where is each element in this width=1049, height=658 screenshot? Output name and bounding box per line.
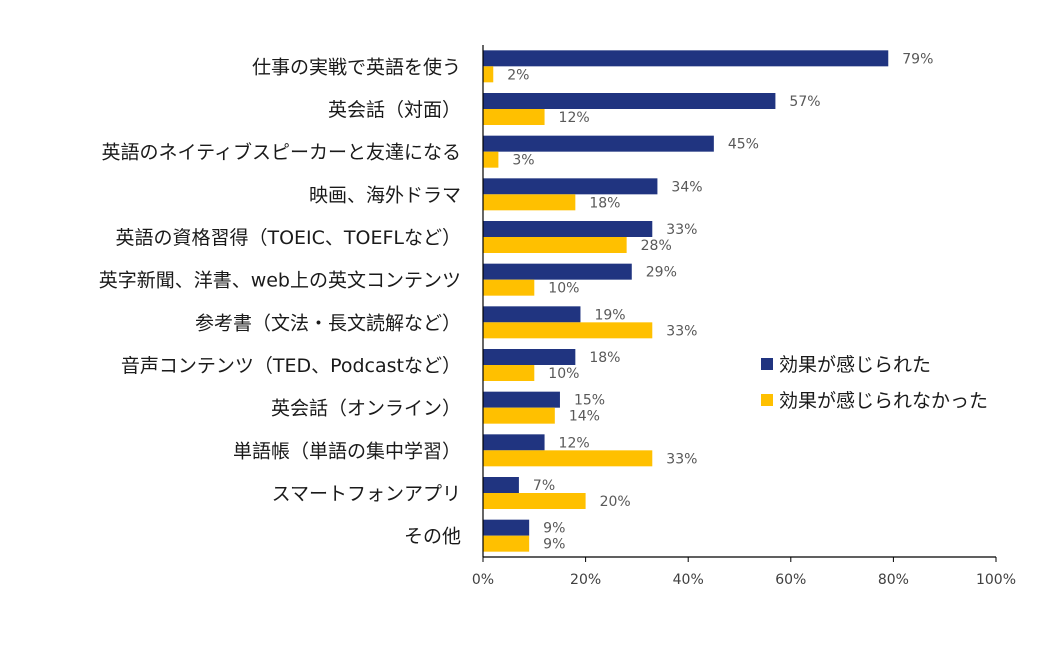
x-tick-label: 80% — [878, 572, 909, 588]
bar-series-0 — [483, 519, 530, 536]
bar-series-0 — [483, 434, 545, 451]
category-label: その他 — [404, 526, 461, 548]
bar-series-1 — [483, 450, 653, 467]
bar-series-0 — [483, 93, 776, 109]
value-label-series-0: 79% — [902, 51, 933, 67]
category-label: 英会話（対面） — [328, 99, 461, 121]
bar-series-1 — [483, 493, 586, 509]
value-label-series-1: 28% — [641, 238, 672, 254]
value-label-series-0: 15% — [574, 393, 605, 409]
value-label-series-1: 10% — [548, 366, 579, 382]
value-label-series-1: 33% — [666, 451, 697, 467]
bar-series-0 — [483, 178, 658, 195]
value-label-series-0: 57% — [789, 94, 820, 110]
value-label-series-1: 3% — [512, 153, 534, 169]
category-label: 参考書（文法・長文読解など） — [195, 312, 461, 334]
bar-series-1 — [483, 237, 627, 253]
bar-series-1 — [483, 322, 653, 339]
value-label-series-0: 9% — [543, 521, 565, 537]
category-label: 英語の資格習得（TOEIC、TOEFLなど） — [115, 227, 461, 249]
bar-series-1 — [483, 109, 545, 125]
bar-series-0 — [483, 135, 714, 152]
value-label-series-1: 9% — [543, 537, 565, 553]
value-labels-group: 79%2%57%12%45%3%34%18%33%28%29%10%19%33%… — [507, 51, 933, 552]
x-tick-label: 0% — [472, 572, 494, 588]
bar-series-0 — [483, 306, 581, 323]
bar-series-1 — [483, 407, 555, 424]
bar-series-1 — [483, 535, 530, 552]
bars-group — [483, 50, 889, 552]
x-ticks-group: 0% 20% 40% 60% 80% 100% — [472, 557, 1016, 588]
category-label: 音声コンテンツ（TED、Podcastなど） — [121, 355, 461, 377]
legend-swatch-series-0 — [761, 358, 773, 370]
category-label: 単語帳（単語の集中学習） — [233, 440, 461, 462]
bar-series-1 — [483, 365, 535, 381]
bar-series-1 — [483, 279, 535, 296]
bar-series-0 — [483, 391, 560, 408]
value-label-series-0: 34% — [671, 179, 702, 195]
value-label-series-1: 2% — [507, 67, 529, 83]
value-label-series-0: 12% — [559, 435, 590, 451]
x-tick-label: 100% — [976, 572, 1016, 588]
value-label-series-0: 7% — [533, 478, 555, 494]
bar-series-1 — [483, 194, 576, 211]
bar-series-1 — [483, 151, 499, 168]
category-label: 英字新聞、洋書、web上の英文コンテンツ — [99, 270, 461, 292]
value-label-series-0: 18% — [589, 350, 620, 366]
legend: 効果が感じられた 効果が感じられなかった — [761, 354, 988, 412]
value-label-series-1: 10% — [548, 281, 579, 297]
value-label-series-1: 12% — [559, 110, 590, 126]
category-label: スマートフォンアプリ — [272, 483, 461, 505]
bar-series-1 — [483, 66, 494, 83]
bar-series-0 — [483, 221, 653, 237]
value-label-series-1: 20% — [600, 494, 631, 510]
category-label: 映画、海外ドラマ — [309, 184, 461, 206]
axes-group — [482, 45, 996, 558]
bar-series-0 — [483, 349, 576, 365]
value-label-series-1: 18% — [589, 195, 620, 211]
bar-series-0 — [483, 477, 519, 493]
value-label-series-0: 33% — [666, 222, 697, 238]
bar-series-0 — [483, 263, 632, 280]
category-label: 英語のネイティブスピーカーと友達になる — [102, 141, 461, 164]
value-label-series-1: 14% — [569, 409, 600, 425]
category-label: 仕事の実戦で英語を使う — [252, 56, 461, 78]
x-tick-label: 60% — [775, 572, 806, 588]
value-label-series-0: 45% — [728, 137, 759, 153]
legend-label-series-1: 効果が感じられなかった — [779, 390, 988, 412]
value-label-series-1: 33% — [666, 323, 697, 339]
x-tick-label: 20% — [570, 572, 601, 588]
legend-label-series-0: 効果が感じられた — [779, 354, 931, 376]
category-label: 英会話（オンライン） — [271, 398, 461, 420]
value-label-series-0: 29% — [646, 265, 677, 281]
legend-swatch-series-1 — [761, 394, 773, 406]
value-label-series-0: 19% — [594, 307, 625, 323]
x-tick-label: 40% — [673, 572, 704, 588]
bar-series-0 — [483, 50, 889, 67]
